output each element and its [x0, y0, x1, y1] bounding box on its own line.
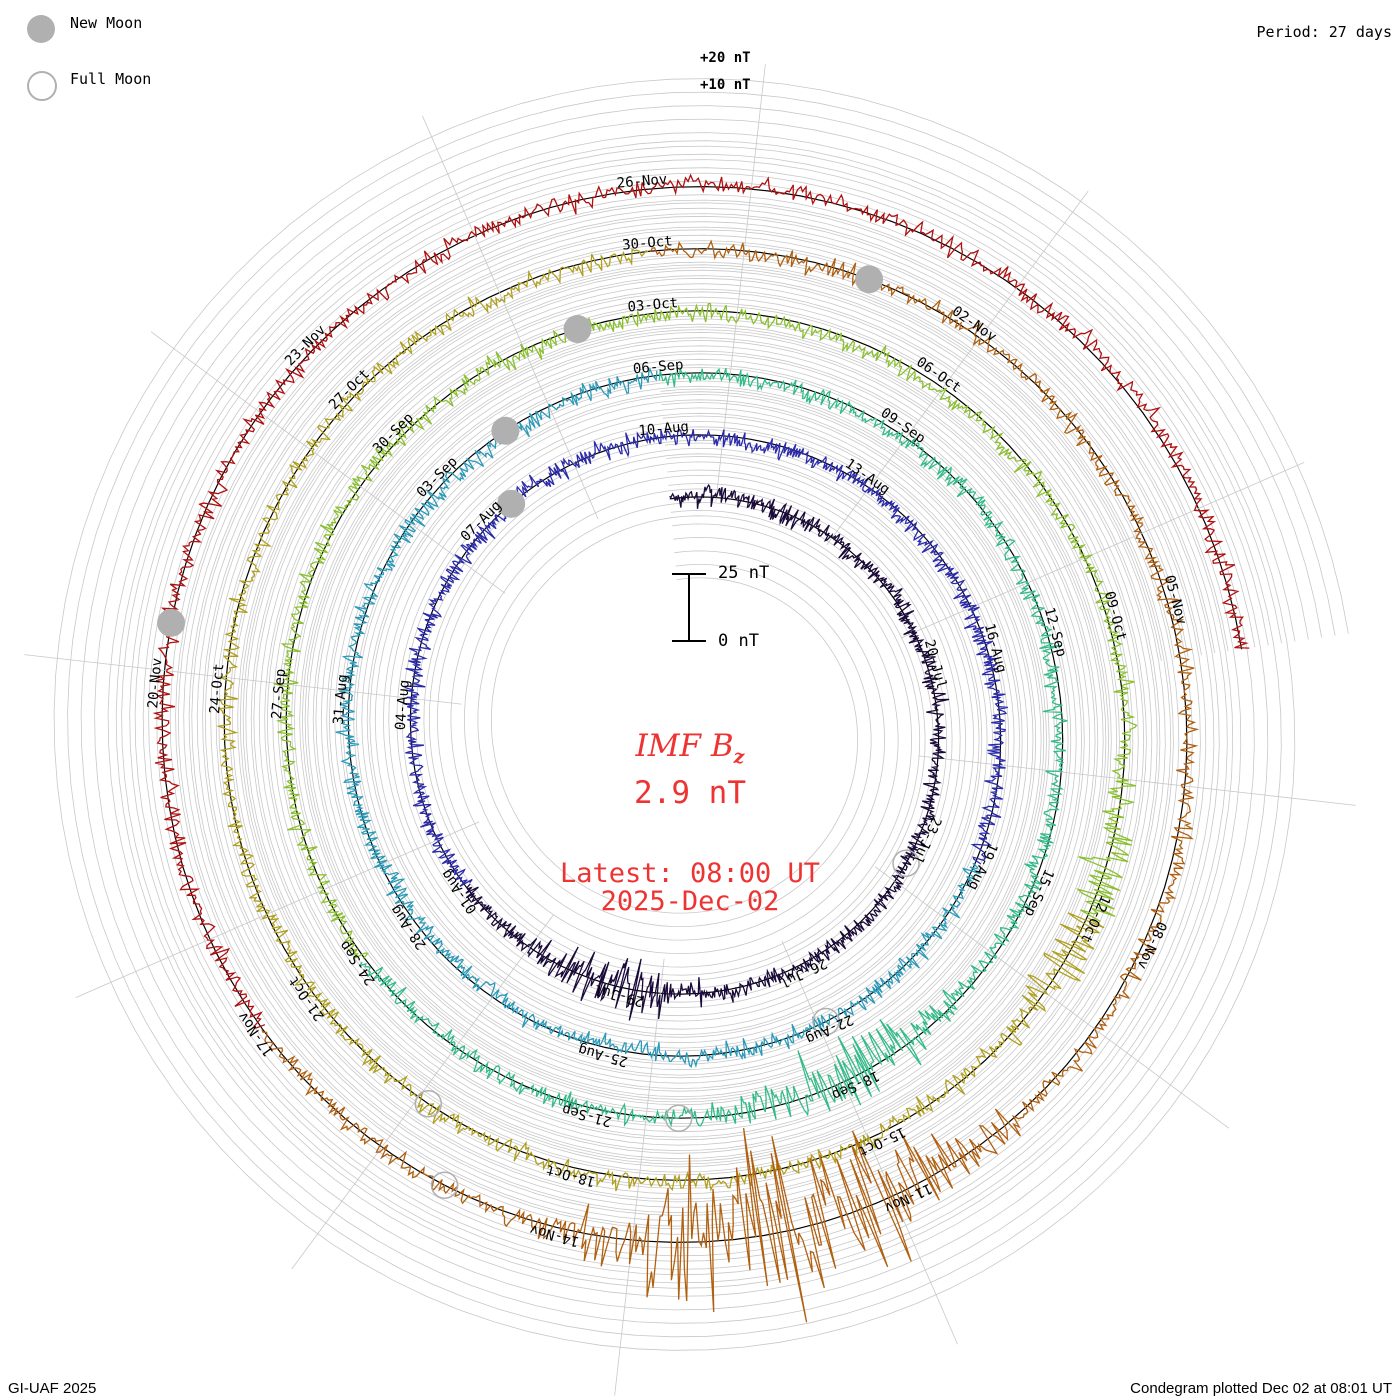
bz-segment	[403, 428, 1008, 887]
ring-value-label: +20 nT	[700, 50, 751, 66]
bz-segment	[273, 302, 1138, 960]
date-label: 04-Aug	[393, 679, 413, 731]
guide-line	[229, 253, 1176, 1176]
full-moon-icon	[27, 71, 57, 101]
bz-segment	[261, 239, 1200, 1323]
spoke-line	[614, 958, 665, 1396]
date-label: 03-Sep	[414, 454, 461, 501]
date-label: 16-Aug	[981, 622, 1010, 675]
spoke-line	[150, 331, 506, 594]
spoke-line	[422, 115, 599, 520]
ring-guides	[53, 78, 1349, 1351]
date-label: 27-Oct	[326, 366, 373, 413]
ring-value-label: +10 nT	[700, 77, 751, 93]
date-label: 10-Aug	[638, 419, 690, 439]
scale-bar	[672, 573, 706, 642]
moon-phase-markers	[157, 265, 920, 1199]
new-moon-marker	[157, 608, 186, 637]
new-moon-marker	[563, 315, 592, 344]
spoke-line	[900, 462, 1305, 639]
new-moon-marker	[491, 416, 520, 445]
scale-top-label: 25 nT	[718, 563, 770, 583]
full-moon-marker	[892, 849, 920, 878]
date-label: 30-Sep	[370, 410, 417, 457]
spoke-line	[715, 64, 766, 502]
bz-segment	[465, 483, 950, 1021]
current-value: 2.9 nT	[634, 775, 746, 811]
guide-line	[242, 267, 1162, 1162]
chart-title: IMF Bz	[0, 728, 1380, 768]
guide-line	[134, 159, 1269, 1270]
guide-line	[94, 118, 1309, 1311]
full-moon-marker	[664, 1104, 693, 1132]
spoke-line	[781, 940, 958, 1345]
credit-label: GI-UAF 2025	[8, 1380, 97, 1397]
guide-line	[175, 199, 1229, 1230]
date-label: 14-Nov	[528, 1221, 581, 1250]
date-label: 26-Nov	[616, 171, 668, 191]
date-label: 20-Nov	[145, 657, 165, 709]
guide-line	[53, 78, 1349, 1351]
spoke-line	[826, 190, 1089, 546]
date-label: 27-Sep	[269, 668, 289, 720]
bz-segment	[216, 248, 1105, 1192]
spoke-line	[75, 821, 480, 998]
day-spokes	[24, 64, 1356, 1396]
guide-line	[188, 213, 1216, 1216]
plotted-timestamp: Condegram plotted Dec 02 at 08:01 UT	[1130, 1380, 1392, 1397]
bz-series	[152, 173, 1250, 1323]
spoke-line	[918, 755, 1356, 806]
spoke-line	[24, 654, 462, 705]
spoke-line	[874, 866, 1230, 1129]
scale-bottom-label: 0 nT	[718, 631, 759, 651]
latest-date: 2025-Dec-02	[600, 886, 780, 917]
bz-segment	[335, 367, 981, 1069]
period-label: Period: 27 days	[1256, 23, 1392, 41]
new-moon-marker	[497, 489, 526, 518]
date-label: 06-Sep	[632, 357, 684, 377]
guide-line	[67, 91, 1336, 1338]
date-label: 30-Oct	[622, 233, 674, 253]
chart-title-main: IMF B	[635, 728, 734, 764]
date-label: 05-Nov	[1161, 573, 1190, 626]
new-moon-icon	[27, 15, 55, 43]
full-moon-marker	[430, 1171, 459, 1199]
chart-title-sub: z	[733, 746, 745, 769]
guide-line	[80, 105, 1323, 1324]
full-moon-marker	[414, 1089, 443, 1118]
new-moon-marker	[855, 265, 884, 294]
bz-segment	[358, 366, 1068, 1128]
full-moon-marker	[812, 1007, 840, 1036]
date-label: 31-Aug	[331, 674, 351, 726]
guide-line	[148, 172, 1256, 1257]
ring-value-labels: +20 nT +10 nT	[700, 50, 751, 93]
scale-bar-stem	[688, 573, 690, 642]
date-label: 24-Oct	[207, 663, 227, 715]
date-label: 09-Oct	[1101, 590, 1130, 643]
scale-bar-bottom-tick	[672, 640, 706, 642]
date-label: 03-Oct	[627, 295, 679, 315]
bz-segment	[152, 173, 1250, 1029]
guide-line	[121, 145, 1282, 1284]
full-moon-label: Full Moon	[70, 70, 152, 88]
date-labels: 20-Jul23-Jul26-Jul29-Jul01-Aug04-Aug07-A…	[145, 171, 1189, 1249]
guide-line	[202, 226, 1202, 1203]
latest-time: Latest: 08:00 UT	[559, 858, 821, 889]
new-moon-label: New Moon	[70, 14, 143, 32]
guide-line	[215, 240, 1189, 1189]
